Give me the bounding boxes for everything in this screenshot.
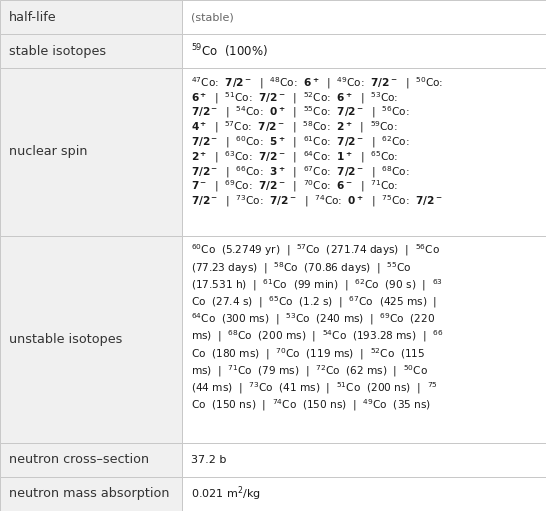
Text: $^{64}$Co  (300 ms)  |  $^{53}$Co  (240 ms)  |  $^{69}$Co  (220: $^{64}$Co (300 ms) | $^{53}$Co (240 ms) … (191, 311, 435, 327)
Text: $\mathbf{4^+}$  |  $^{57}$Co:  $\mathbf{7/2^-}$  |  $^{58}$Co:  $\mathbf{2^+}$  : $\mathbf{4^+}$ | $^{57}$Co: $\mathbf{7/2… (191, 120, 397, 135)
Bar (182, 443, 546, 477)
Text: $\mathbf{7/2^-}$  |  $^{73}$Co:  $\mathbf{7/2^-}$  |  $^{74}$Co:  $\mathbf{0^+}$: $\mathbf{7/2^-}$ | $^{73}$Co: $\mathbf{7… (191, 194, 442, 210)
Bar (0, 443, 182, 477)
Text: Co  (27.4 s)  |  $^{65}$Co  (1.2 s)  |  $^{67}$Co  (425 ms)  |: Co (27.4 s) | $^{65}$Co (1.2 s) | $^{67}… (191, 294, 437, 310)
Text: half-life: half-life (9, 11, 57, 24)
Text: neutron cross–section: neutron cross–section (9, 453, 149, 467)
Text: (44 ms)  |  $^{73}$Co  (41 ms)  |  $^{51}$Co  (200 ns)  |  $^{75}$: (44 ms) | $^{73}$Co (41 ms) | $^{51}$Co … (191, 380, 437, 396)
Bar (0, 34, 182, 68)
Text: Co  (150 ns)  |  $^{74}$Co  (150 ns)  |  $^{49}$Co  (35 ns): Co (150 ns) | $^{74}$Co (150 ns) | $^{49… (191, 398, 431, 413)
Text: $^{47}$Co:  $\mathbf{7/2^-}$  |  $^{48}$Co:  $\mathbf{6^+}$  |  $^{49}$Co:  $\ma: $^{47}$Co: $\mathbf{7/2^-}$ | $^{48}$Co:… (191, 75, 443, 91)
Bar (182, 477, 546, 511)
Text: unstable isotopes: unstable isotopes (9, 333, 122, 346)
Text: 37.2 b: 37.2 b (191, 455, 226, 465)
Text: $^{60}$Co  (5.2749 yr)  |  $^{57}$Co  (271.74 days)  |  $^{56}$Co: $^{60}$Co (5.2749 yr) | $^{57}$Co (271.7… (191, 243, 440, 259)
Text: $\mathbf{2^+}$  |  $^{63}$Co:  $\mathbf{7/2^-}$  |  $^{64}$Co:  $\mathbf{1^+}$  : $\mathbf{2^+}$ | $^{63}$Co: $\mathbf{7/2… (191, 149, 398, 165)
Text: $\mathbf{7/2^-}$  |  $^{60}$Co:  $\mathbf{5^+}$  |  $^{61}$Co:  $\mathbf{7/2^-}$: $\mathbf{7/2^-}$ | $^{60}$Co: $\mathbf{5… (191, 134, 410, 150)
Bar (182, 34, 546, 68)
Bar (0, 236, 182, 443)
Text: $\mathbf{7/2^-}$  |  $^{54}$Co:  $\mathbf{0^+}$  |  $^{55}$Co:  $\mathbf{7/2^-}$: $\mathbf{7/2^-}$ | $^{54}$Co: $\mathbf{0… (191, 105, 410, 121)
Bar (182, 236, 546, 443)
Text: $\mathbf{6^+}$  |  $^{51}$Co:  $\mathbf{7/2^-}$  |  $^{52}$Co:  $\mathbf{6^+}$  : $\mathbf{6^+}$ | $^{51}$Co: $\mathbf{7/2… (191, 90, 398, 106)
Text: ms)  |  $^{71}$Co  (79 ms)  |  $^{72}$Co  (62 ms)  |  $^{50}$Co: ms) | $^{71}$Co (79 ms) | $^{72}$Co (62 … (191, 363, 428, 379)
Text: stable isotopes: stable isotopes (9, 44, 106, 58)
Text: $^{59}$Co  (100%): $^{59}$Co (100%) (191, 42, 268, 60)
Bar (0, 68, 182, 236)
Text: ms)  |  $^{68}$Co  (200 ms)  |  $^{54}$Co  (193.28 ms)  |  $^{66}$: ms) | $^{68}$Co (200 ms) | $^{54}$Co (19… (191, 329, 443, 344)
Text: $\mathbf{7^-}$  |  $^{69}$Co:  $\mathbf{7/2^-}$  |  $^{70}$Co:  $\mathbf{6^-}$  : $\mathbf{7^-}$ | $^{69}$Co: $\mathbf{7/2… (191, 179, 398, 195)
Text: (17.531 h)  |  $^{61}$Co  (99 min)  |  $^{62}$Co  (90 s)  |  $^{63}$: (17.531 h) | $^{61}$Co (99 min) | $^{62}… (191, 277, 443, 293)
Bar (0, 477, 182, 511)
Bar (0, 0, 182, 34)
Text: Co  (180 ms)  |  $^{70}$Co  (119 ms)  |  $^{52}$Co  (115: Co (180 ms) | $^{70}$Co (119 ms) | $^{52… (191, 346, 425, 361)
Text: (77.23 days)  |  $^{58}$Co  (70.86 days)  |  $^{55}$Co: (77.23 days) | $^{58}$Co (70.86 days) | … (191, 260, 412, 275)
Text: $\mathbf{7/2^-}$  |  $^{66}$Co:  $\mathbf{3^+}$  |  $^{67}$Co:  $\mathbf{7/2^-}$: $\mathbf{7/2^-}$ | $^{66}$Co: $\mathbf{3… (191, 164, 410, 180)
Text: neutron mass absorption: neutron mass absorption (9, 487, 169, 500)
Bar (182, 68, 546, 236)
Text: 0.021 m$^2$/kg: 0.021 m$^2$/kg (191, 485, 261, 503)
Text: nuclear spin: nuclear spin (9, 145, 87, 158)
Bar (182, 0, 546, 34)
Text: (stable): (stable) (191, 12, 234, 22)
